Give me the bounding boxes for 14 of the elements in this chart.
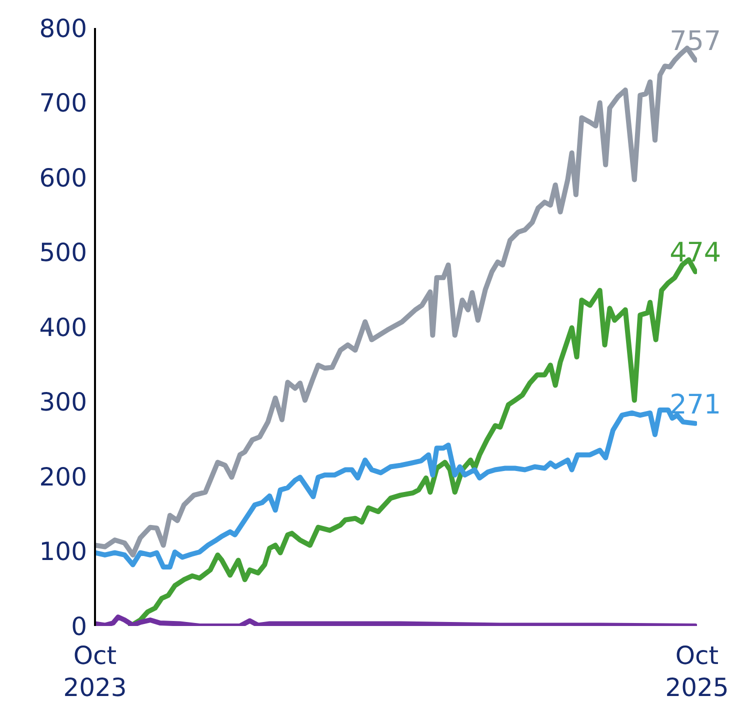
- y-tick-label: 300: [39, 388, 87, 417]
- x-tick-label: Oct 2025: [665, 641, 729, 702]
- annotation: 271: [670, 389, 722, 420]
- y-tick-label: 400: [39, 312, 87, 342]
- y-tick-label: 800: [39, 14, 87, 43]
- y-tick-label: 600: [39, 163, 87, 192]
- y-tick-label: 700: [39, 88, 87, 118]
- x-tick-label: Oct 2023: [63, 641, 127, 702]
- y-tick-label: 0: [71, 612, 87, 641]
- y-tick-label: 100: [39, 537, 87, 566]
- annotation: 757: [670, 26, 722, 58]
- y-tick-label: 200: [39, 462, 87, 492]
- y-tick-label: 500: [39, 238, 87, 268]
- annotation: 474: [670, 238, 722, 269]
